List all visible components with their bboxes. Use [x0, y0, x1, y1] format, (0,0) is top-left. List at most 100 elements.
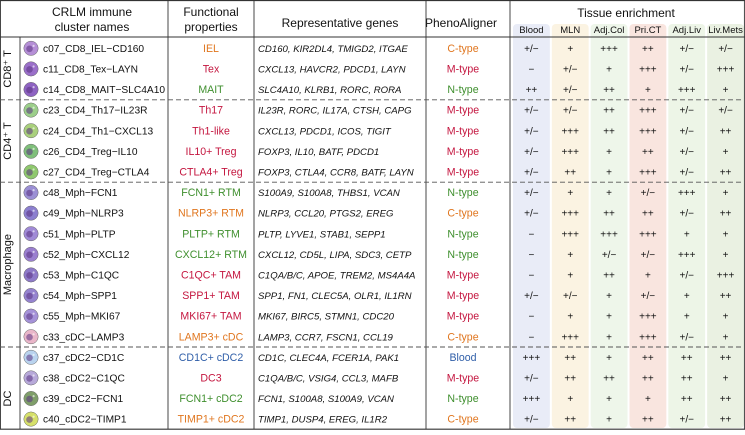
enrichment-value: − [528, 250, 534, 261]
cluster-name: c48_Mph−FCN1 [43, 188, 118, 199]
table-row: c23_CD4_Th17−IL23R Th17 IL23R, RORC, IL17A… [23, 102, 733, 118]
enrichment-value: − [528, 271, 534, 282]
enrichment-value: + [567, 250, 573, 261]
enrichment-value: +/− [524, 209, 539, 220]
enrichment-value: +/− [524, 168, 539, 179]
table-header: CRLM immune cluster names Functional pro… [52, 5, 743, 36]
table-row: c38_cDC2−C1QC DC3 C1QA/B/C, VSIG4, CCL3, M… [23, 370, 729, 386]
tissue-column-header: MLN [560, 25, 580, 36]
enrichment-value: ++ [603, 126, 615, 137]
enrichment-value: ++ [603, 209, 615, 220]
enrichment-value: + [606, 312, 612, 323]
enrichment-value: + [645, 394, 651, 405]
cell-icon [23, 143, 39, 159]
phenoaligner-type: M-type [447, 146, 479, 158]
representative-genes: PLTP, LYVE1, STAB1, SEPP1 [258, 229, 386, 240]
cluster-name: c53_Mph−C1QC [43, 271, 119, 282]
enrichment-value: +/− [524, 106, 539, 117]
table-row: c48_Mph−FCN1 FCN1+ RTM S100A9, S100A8, THB… [23, 185, 729, 200]
table-row: c40_cDC2−TIMP1 TIMP1+ cDC2 TIMP1, DUSP4, E… [23, 411, 732, 427]
enrichment-value: ++ [564, 168, 576, 179]
functional-property: TIMP1+ cDC2 [178, 414, 245, 426]
phenoaligner-type: C-type [447, 208, 478, 220]
enrichment-value: − [528, 332, 534, 343]
enrichment-value: ++ [642, 209, 654, 220]
functional-property: IL10+ Treg [186, 146, 237, 158]
tissue-column-header: Blood [519, 25, 543, 36]
cell-icon [23, 123, 39, 139]
enrichment-value: +/− [524, 291, 539, 302]
enrichment-value: ++ [526, 85, 538, 96]
functional-property: MAIT [198, 84, 224, 96]
representative-genes: C1QA/B/C, APOE, TREM2, MS4A4A [258, 271, 415, 282]
enrichment-value: ++ [681, 353, 693, 364]
table-row: c54_Mph−SPP1 SPP1+ TAM SPP1, FN1, CLEC5A, … [23, 288, 732, 303]
representative-genes: FCN1, S100A8, S100A9, VCAN [258, 394, 394, 405]
enrichment-value: ++ [642, 374, 654, 385]
cluster-name: c49_Mph−NLRP3 [43, 209, 124, 220]
phenoaligner-type: N-type [447, 393, 478, 405]
enrichment-value: +/− [680, 44, 695, 55]
cluster-name: c37_cDC2−CD1C [43, 353, 124, 364]
enrichment-value: ++ [642, 44, 654, 55]
enrichment-value: +/− [524, 44, 539, 55]
table-row: c14_CD8_MAIT−SLC4A10 MAIT SLC4A10, KLRB1, … [23, 82, 729, 97]
header-phenoaligner: PhenoAligner [425, 16, 497, 30]
enrichment-value: +++ [639, 312, 657, 323]
phenoaligner-type: M-type [447, 373, 479, 385]
representative-genes: FOXP3, CTLA4, CCR8, BATF, LAYN [258, 168, 414, 179]
enrichment-value: + [606, 147, 612, 158]
enrichment-value: +/− [602, 250, 617, 261]
enrichment-value: + [606, 291, 612, 302]
cell-icon [23, 205, 39, 221]
enrichment-value: ++ [603, 85, 615, 96]
cell-icon [23, 82, 39, 97]
enrichment-value: +++ [639, 168, 657, 179]
representative-genes: S100A9, S100A8, THBS1, VCAN [258, 188, 400, 199]
cell-icon [23, 61, 39, 77]
table-row: c39_cDC2−FCN1 FCN1+ cDC2 FCN1, S100A8, S10… [23, 391, 732, 406]
table-row: c27_CD4_Treg−CTLA4 CTLA4+ Treg FOXP3, CTLA… [23, 164, 732, 180]
representative-genes: C1QA/B/C, VSIG4, CCL3, MAFB [258, 374, 399, 385]
enrichment-value: +++ [639, 229, 657, 240]
group-label: Macrophage [2, 234, 14, 295]
enrichment-value: +++ [717, 65, 735, 76]
enrichment-value: +++ [600, 229, 618, 240]
functional-property: PLTP+ RTM [182, 228, 240, 240]
functional-property: SPP1+ TAM [182, 290, 240, 302]
header-functional-line2: properties [184, 20, 237, 34]
phenoaligner-type: M-type [447, 125, 479, 137]
enrichment-value: ++ [720, 291, 732, 302]
enrichment-value: − [528, 65, 534, 76]
enrichment-value: +++ [639, 126, 657, 137]
enrichment-value: +++ [561, 209, 579, 220]
enrichment-value: + [723, 188, 729, 199]
representative-genes: IL23R, RORC, IL17A, CTSH, CAPG [258, 106, 412, 117]
enrichment-value: +/− [524, 415, 539, 426]
table-row: c51_Mph−PLTP PLTP+ RTM PLTP, LYVE1, STAB1,… [23, 226, 729, 242]
enrichment-value: + [723, 250, 729, 261]
representative-genes: LAMP3, CCR7, FSCN1, CCL19 [258, 332, 394, 343]
enrichment-value: +/− [680, 332, 695, 343]
phenoaligner-type: N-type [447, 228, 478, 240]
enrichment-value: + [606, 353, 612, 364]
enrichment-value: ++ [642, 353, 654, 364]
representative-genes: TIMP1, DUSP4, EREG, IL1R2 [258, 415, 388, 426]
header-tissue-enrichment: Tissue enrichment [577, 6, 675, 20]
phenoaligner-type: N-type [447, 249, 478, 261]
table-row: c49_Mph−NLRP3 NLRP3+ RTM NLRP3, CCL20, PTG… [23, 205, 732, 221]
enrichment-value: +/− [641, 291, 656, 302]
enrichment-value: + [684, 312, 690, 323]
enrichment-value: ++ [720, 415, 732, 426]
representative-genes: MKI67, BIRC5, STMN1, CDC20 [258, 312, 395, 323]
enrichment-value: +++ [561, 147, 579, 158]
enrichment-value: +/− [680, 209, 695, 220]
cell-icon [23, 246, 39, 262]
enrichment-value: +/− [680, 126, 695, 137]
enrichment-value: +++ [561, 229, 579, 240]
cluster-name: c52_Mph−CXCL12 [43, 250, 130, 261]
enrichment-value: + [567, 188, 573, 199]
tissue-column-header: Liv.Mets [708, 25, 743, 36]
functional-property: NLRP3+ RTM [178, 208, 244, 220]
table-row: c11_CD8_Tex−LAYN Tex CXCL13, HAVCR2, PDCD1… [23, 61, 735, 77]
